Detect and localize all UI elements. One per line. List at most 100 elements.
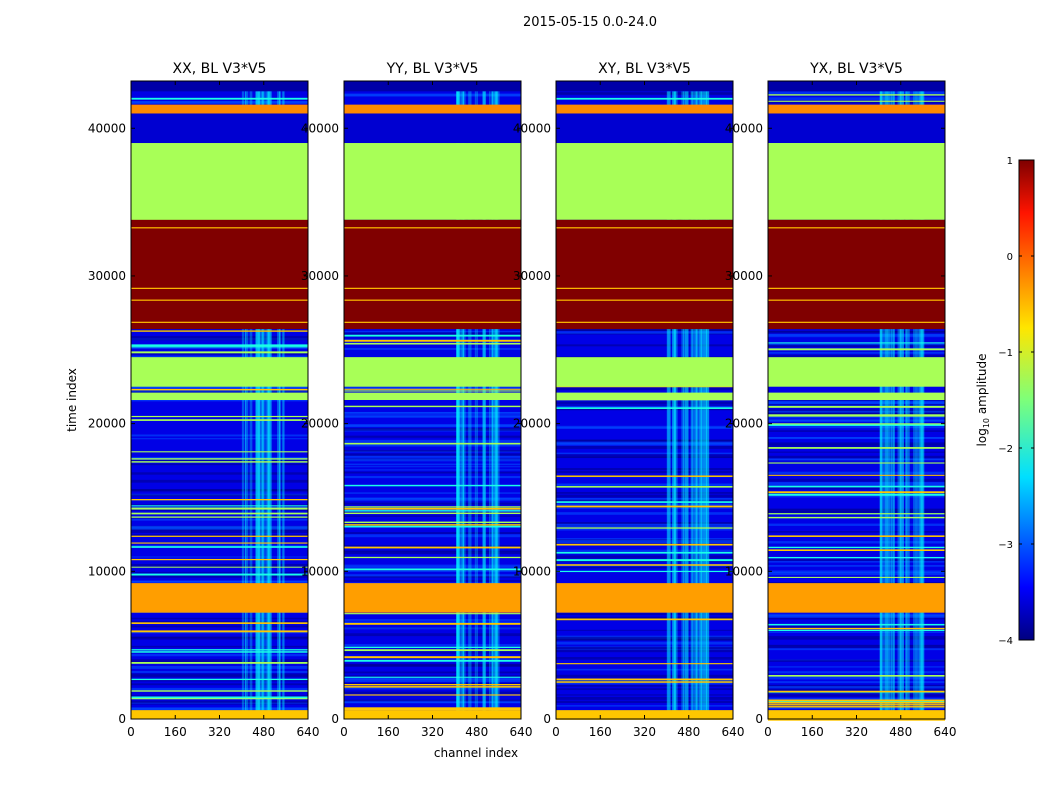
noise-line <box>344 534 521 538</box>
noise-line <box>768 686 945 689</box>
noise-line <box>556 700 733 704</box>
noise-line <box>556 468 733 470</box>
flag-line <box>768 516 945 519</box>
noise-line <box>768 530 945 533</box>
noise-line <box>131 353 308 355</box>
x-tick-label: 640 <box>510 725 533 739</box>
noise-line <box>344 701 521 704</box>
noise-line <box>344 458 521 462</box>
noise-line <box>768 677 945 680</box>
saturated-band-line <box>131 287 308 289</box>
noise-line <box>556 629 733 631</box>
heatmap-panel: XX, BL V3*V5 0 160 320 480 640 0 10000 20000 3000… <box>88 61 320 739</box>
noise-line <box>768 458 945 460</box>
noise-line <box>344 463 521 466</box>
noise-line <box>768 330 945 334</box>
noise-line <box>344 424 521 428</box>
flag-line <box>768 348 945 351</box>
noise-line <box>131 675 308 678</box>
flag-line <box>131 622 308 624</box>
noise-line <box>768 400 945 404</box>
noise-line <box>556 540 733 544</box>
saturated-band-line <box>344 299 521 301</box>
flag-line <box>131 330 308 332</box>
flag-line <box>556 618 733 621</box>
value-band <box>556 219 733 330</box>
noise-line <box>344 502 521 505</box>
y-tick-label: 10000 <box>725 564 763 578</box>
noise-line <box>131 563 308 567</box>
saturated-band-line <box>768 299 945 301</box>
y-tick-label: 30000 <box>88 269 126 283</box>
noise-line <box>344 439 521 443</box>
noise-line <box>344 651 521 654</box>
noise-line <box>344 686 521 690</box>
noise-line <box>131 695 308 698</box>
noise-line <box>556 649 733 653</box>
noise-line <box>344 675 521 677</box>
noise-line <box>556 549 733 552</box>
noise-line <box>556 657 733 660</box>
noise-line <box>768 510 945 514</box>
value-band <box>344 143 521 220</box>
flag-line <box>556 681 733 683</box>
flag-line <box>344 506 521 508</box>
noise-line <box>344 515 521 517</box>
flag-line <box>131 346 308 348</box>
noise-line <box>344 469 521 471</box>
flag-line <box>768 702 945 704</box>
noise-line <box>556 442 733 446</box>
noise-line <box>344 412 521 415</box>
panel-title: YY, BL V3*V5 <box>386 61 479 77</box>
noise-line <box>344 574 521 578</box>
flag-line <box>131 573 308 576</box>
value-band <box>556 357 733 387</box>
flag-line <box>768 94 945 96</box>
noise-line <box>131 665 308 669</box>
noise-line <box>768 626 945 628</box>
flag-line <box>131 651 308 653</box>
noise-line <box>131 703 308 705</box>
value-band <box>556 113 733 144</box>
y-tick-label: 20000 <box>513 417 551 431</box>
noise-line <box>556 497 733 500</box>
noise-line <box>556 331 733 334</box>
saturated-band-line <box>768 227 945 229</box>
noise-line <box>131 355 308 359</box>
flag-line <box>131 546 308 548</box>
flag-line <box>344 484 521 487</box>
noise-line <box>768 648 945 651</box>
value-band <box>768 104 945 114</box>
value-band <box>131 143 308 220</box>
noise-line <box>344 580 521 582</box>
noise-line <box>131 556 308 558</box>
noise-line <box>131 472 308 475</box>
noise-line <box>556 507 733 509</box>
saturated-band-line <box>131 321 308 323</box>
figure-suptitle: 2015-05-15 0.0-24.0 <box>523 15 657 30</box>
flag-line <box>768 405 945 408</box>
y-tick-label: 0 <box>543 712 551 726</box>
noise-line <box>131 625 308 628</box>
flag-line <box>556 564 733 566</box>
flag-line <box>768 342 945 344</box>
noise-line <box>768 523 945 526</box>
colorbar-tick-label: 0 <box>1007 252 1013 263</box>
flag-line <box>768 706 945 708</box>
flag-line <box>556 486 733 488</box>
noise-line <box>556 635 733 637</box>
flag-line <box>131 419 308 421</box>
noise-line <box>556 638 733 641</box>
x-tick-label: 320 <box>421 725 444 739</box>
noise-line <box>768 471 945 475</box>
flag-line <box>344 646 521 649</box>
x-tick-label: 0 <box>127 725 135 739</box>
noise-line <box>556 528 733 531</box>
flag-line <box>556 678 733 681</box>
flag-line <box>131 458 308 460</box>
colorbar-label-suffix: amplitude <box>975 354 989 418</box>
flag-line <box>131 630 308 633</box>
y-tick-label: 40000 <box>88 121 126 135</box>
x-tick-label: 0 <box>764 725 772 739</box>
flag-line <box>344 683 521 686</box>
